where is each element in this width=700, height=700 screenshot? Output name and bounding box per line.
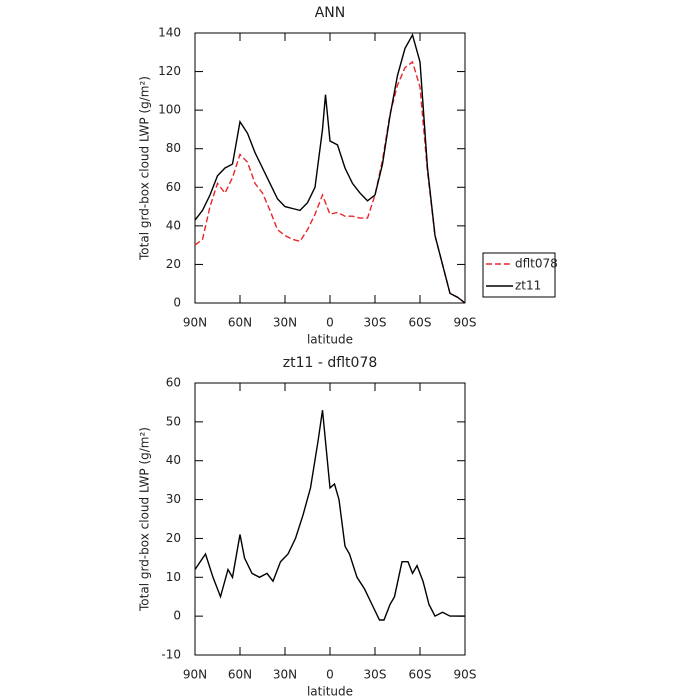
y-tick-label: 20 (166, 257, 181, 271)
y-tick-label: 80 (166, 141, 181, 155)
y-tick-label: 50 (166, 414, 181, 428)
x-tick-label: 60N (228, 316, 252, 330)
x-tick-label: 60N (228, 668, 252, 682)
x-tick-label: 30S (364, 316, 387, 330)
plot-frame (194, 32, 466, 304)
x-tick-label: 60S (409, 316, 432, 330)
chart-title: ANN (315, 5, 346, 21)
y-tick-label: 100 (158, 103, 181, 117)
x-tick-label: 30N (273, 316, 297, 330)
x-tick-label: 60S (409, 668, 432, 682)
data-line (194, 33, 466, 304)
x-tick-label: 90S (454, 668, 477, 682)
y-axis-label: Total grd-box cloud LWP (g/m²) (138, 427, 152, 612)
data-line (194, 60, 466, 304)
x-axis-label: latitude (307, 333, 353, 347)
x-tick-label: 30S (364, 668, 387, 682)
y-tick-label: 40 (166, 218, 181, 232)
legend-label: zt11 (515, 279, 541, 293)
y-tick-label: -10 (161, 648, 181, 662)
y-tick-label: 120 (158, 64, 181, 78)
y-tick-label: 20 (166, 531, 181, 545)
y-tick-label: 0 (173, 296, 181, 310)
y-tick-label: 0 (173, 609, 181, 623)
x-tick-label: 90N (183, 668, 207, 682)
chart-title: zt11 - dflt078 (283, 355, 378, 371)
plot-frame (194, 382, 466, 656)
x-axis-label: latitude (307, 685, 353, 699)
x-tick-label: 0 (326, 668, 334, 682)
x-tick-label: 90N (183, 316, 207, 330)
y-tick-label: 60 (166, 180, 181, 194)
y-tick-label: 40 (166, 453, 181, 467)
x-tick-label: 0 (326, 316, 334, 330)
data-line (194, 410, 465, 621)
y-tick-label: 30 (166, 492, 181, 506)
legend-box (482, 252, 556, 298)
x-tick-label: 30N (273, 668, 297, 682)
y-tick-label: 60 (166, 376, 181, 390)
y-axis-label: Total grd-box cloud LWP (g/m²) (138, 76, 152, 261)
y-tick-label: 10 (166, 570, 181, 584)
y-tick-label: 140 (158, 26, 181, 40)
legend-label: dflt078 (515, 257, 558, 271)
x-tick-label: 90S (454, 316, 477, 330)
